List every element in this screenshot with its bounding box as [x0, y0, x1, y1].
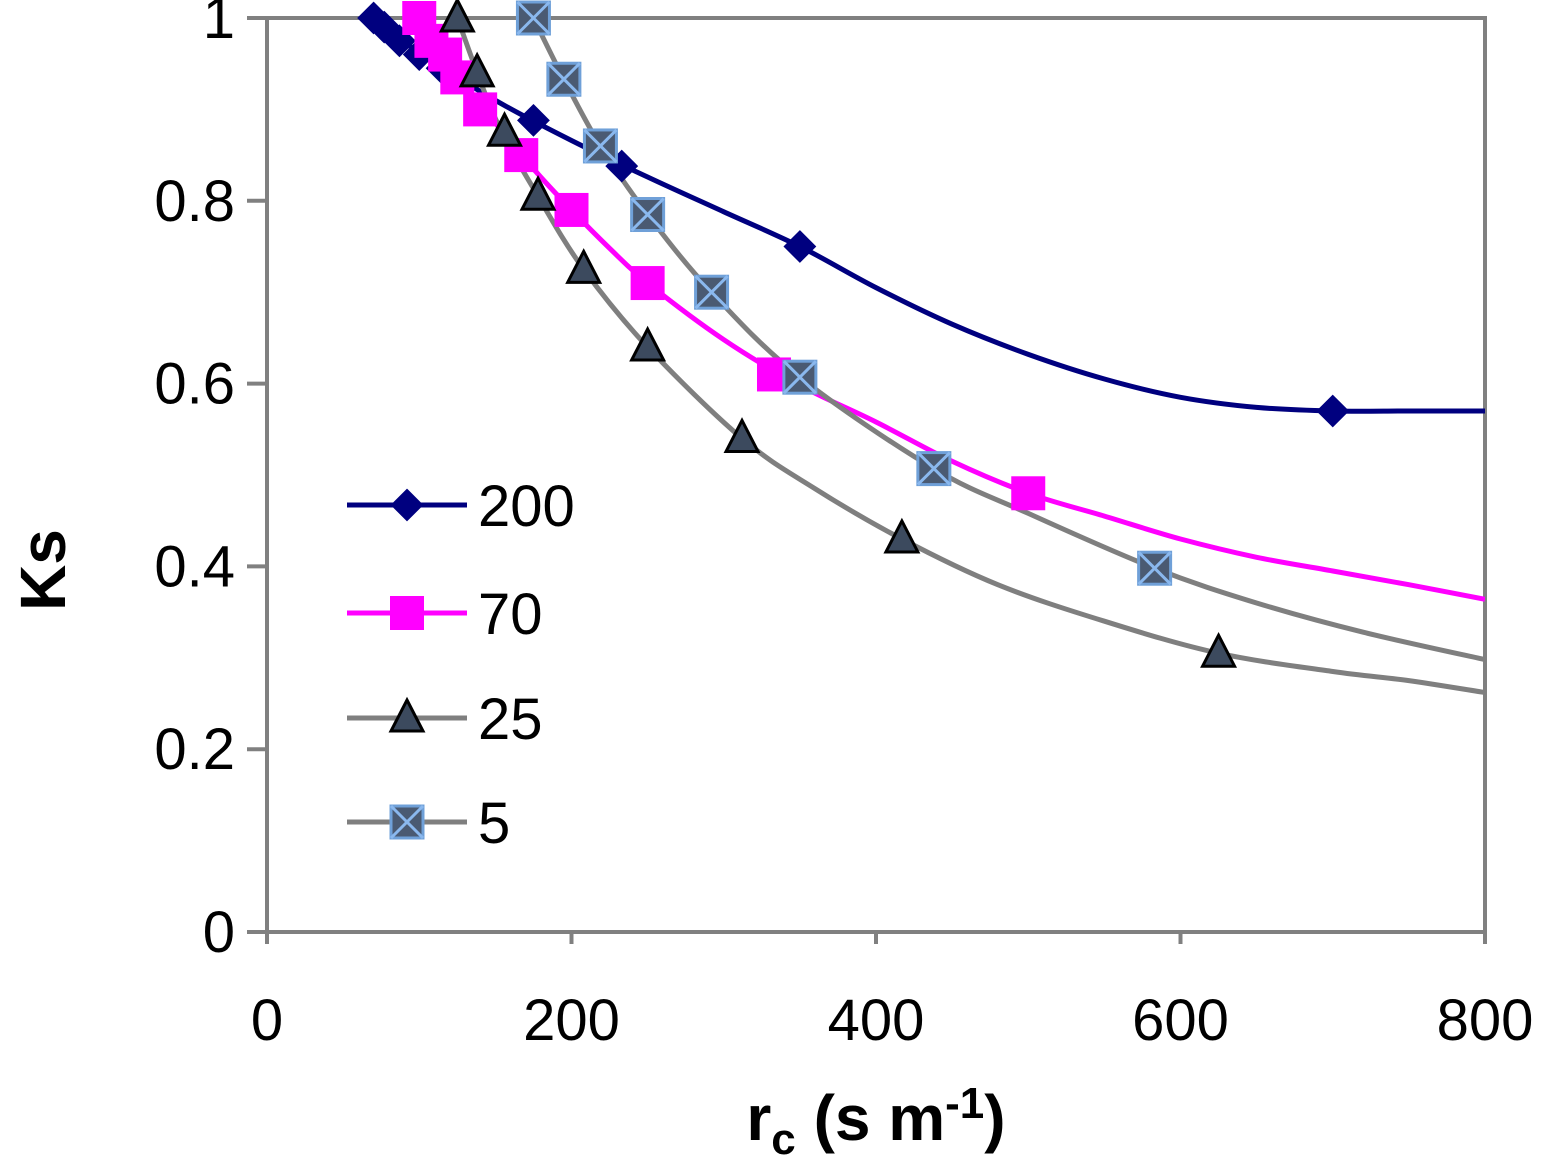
legend-marker [389, 804, 425, 840]
x-tick-label: 600 [1132, 988, 1229, 1053]
x-axis-title-main: r [746, 1082, 771, 1154]
data-point-25 [519, 174, 557, 211]
data-point-70 [463, 92, 498, 127]
data-point-5 [1137, 550, 1173, 586]
legend-label: 70 [478, 582, 543, 647]
y-tick-label: 1 [203, 0, 235, 51]
data-point-5 [582, 128, 618, 164]
legend-marker [388, 696, 426, 733]
legend-marker [390, 596, 424, 630]
series-markers [357, 0, 1350, 668]
legend-item-25: 25 [347, 687, 543, 752]
legend-item-5: 5 [347, 791, 510, 856]
data-point-5 [546, 61, 582, 97]
legend-item-70: 70 [347, 582, 543, 647]
data-point-200 [1316, 394, 1350, 428]
legend-label: 25 [478, 687, 543, 752]
data-point-5 [694, 274, 730, 310]
x-axis-title-superscript: -1 [945, 1079, 984, 1128]
x-axis-title-units: (s m [796, 1082, 945, 1154]
x-tick-label: 800 [1437, 988, 1534, 1053]
legend: 200 70 25 5 [347, 474, 575, 856]
data-point-5 [782, 359, 818, 395]
data-point-25 [486, 110, 523, 147]
data-point-5 [515, 0, 551, 36]
data-point-5 [916, 451, 952, 487]
data-point-25 [723, 417, 761, 453]
y-tick-label: 0.6 [154, 352, 235, 417]
legend-item-200: 200 [347, 474, 575, 539]
y-tick-label: 0.2 [154, 717, 235, 782]
data-point-70 [1011, 476, 1046, 511]
data-point-5 [630, 197, 666, 233]
plot-area [265, 16, 1487, 934]
data-point-200 [783, 230, 817, 263]
data-point-25 [438, 0, 476, 33]
data-point-25 [629, 325, 667, 362]
legend-label: 5 [478, 791, 510, 856]
axes: 0 0.2 0.4 0.6 0.8 1 0 200 400 600 800 [154, 0, 1533, 1053]
y-tick-label: 0 [203, 900, 235, 965]
data-point-25 [883, 517, 921, 554]
data-point-25 [1200, 631, 1238, 668]
legend-marker [390, 488, 424, 522]
data-point-200 [383, 24, 416, 58]
x-tick-label: 200 [523, 988, 620, 1053]
y-axis-title: Ks [7, 529, 79, 611]
x-axis-title-close: ) [984, 1082, 1005, 1154]
data-point-70 [630, 266, 665, 301]
y-tick-label: 0.4 [154, 534, 235, 599]
y-tick-label: 0.8 [154, 169, 235, 234]
data-point-70 [554, 192, 589, 227]
x-axis-title-subscript: c [771, 1115, 795, 1164]
legend-label: 200 [478, 474, 575, 539]
x-axis-title: rc (s m-1) [746, 1079, 1005, 1164]
data-point-25 [565, 248, 603, 284]
data-point-25 [458, 51, 496, 88]
x-tick-label: 0 [251, 988, 283, 1053]
data-point-200 [517, 103, 550, 137]
x-tick-label: 400 [828, 988, 925, 1053]
